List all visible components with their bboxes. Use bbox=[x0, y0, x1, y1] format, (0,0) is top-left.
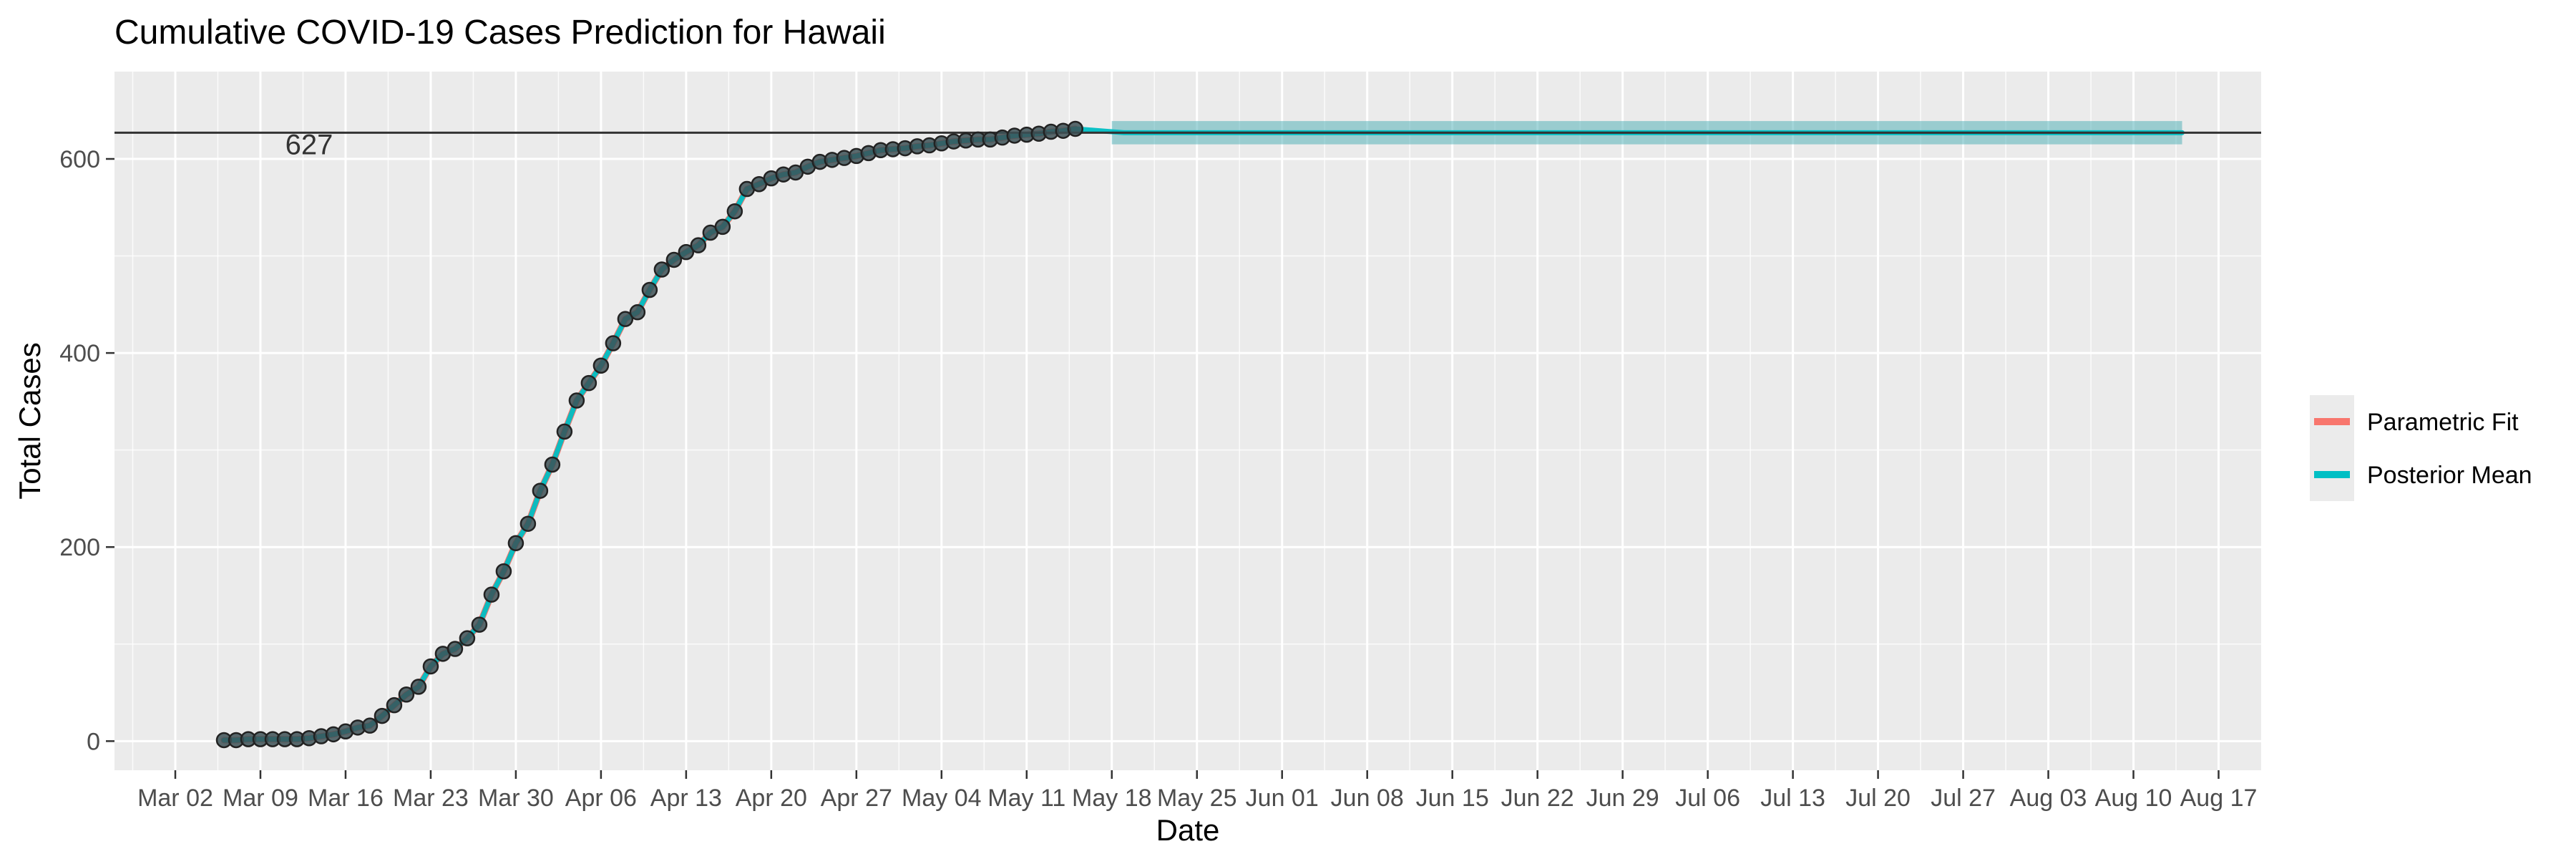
observed-point bbox=[471, 616, 488, 633]
y-tick-label: 0 bbox=[87, 728, 100, 755]
x-tick-label: Mar 02 bbox=[137, 785, 213, 812]
observed-point bbox=[617, 311, 634, 327]
x-tick-label: Jul 20 bbox=[1845, 785, 1911, 812]
reference-line-layer: 627 bbox=[114, 129, 2261, 160]
x-tick-label: Apr 13 bbox=[650, 785, 722, 812]
observed-point bbox=[665, 251, 683, 268]
observed-point bbox=[361, 717, 379, 734]
x-tick-label: Jul 27 bbox=[1931, 785, 1996, 812]
x-tick-label: Mar 23 bbox=[393, 785, 469, 812]
plot-panel bbox=[114, 72, 2261, 770]
legend-key-background bbox=[2310, 395, 2354, 501]
x-tick-label: Jun 01 bbox=[1246, 785, 1319, 812]
y-axis-title: Total Cases bbox=[13, 342, 47, 499]
observed-point bbox=[690, 237, 707, 253]
observed-point bbox=[507, 535, 525, 552]
x-tick-label: Mar 16 bbox=[308, 785, 384, 812]
chart-title: Cumulative COVID-19 Cases Prediction for… bbox=[114, 14, 886, 52]
observed-point bbox=[580, 374, 597, 392]
observed-point bbox=[678, 243, 695, 261]
axes-layer: Mar 02 Mar 09 Mar 16 Mar 23 Mar 30 Apr 06 Apr … bbox=[59, 146, 2257, 812]
x-tick-label: Aug 17 bbox=[2180, 785, 2258, 812]
observed-point bbox=[410, 679, 427, 695]
observed-point bbox=[726, 203, 743, 220]
observed-point bbox=[459, 630, 476, 646]
observed-point bbox=[447, 641, 464, 657]
observed-point bbox=[605, 335, 622, 351]
observed-point bbox=[386, 697, 403, 714]
y-tick-label: 400 bbox=[59, 340, 100, 367]
x-tick-label: May 18 bbox=[1072, 785, 1152, 812]
observed-point bbox=[556, 423, 573, 440]
observed-point bbox=[495, 563, 512, 580]
observed-point bbox=[568, 392, 585, 409]
x-tick-label: Jun 08 bbox=[1331, 785, 1404, 812]
x-tick-label: Mar 09 bbox=[223, 785, 298, 812]
x-axis-title: Date bbox=[1156, 813, 1220, 847]
x-tick-label: Apr 27 bbox=[821, 785, 892, 812]
y-tick-label: 200 bbox=[59, 534, 100, 561]
observed-point bbox=[714, 218, 731, 236]
x-tick-label: May 04 bbox=[902, 785, 982, 812]
x-tick-label: Jun 29 bbox=[1586, 785, 1659, 812]
legend: Parametric Fit Posterior Mean bbox=[2310, 395, 2532, 501]
x-tick-label: May 25 bbox=[1157, 785, 1237, 812]
x-tick-label: Mar 30 bbox=[478, 785, 554, 812]
observed-point bbox=[544, 456, 561, 473]
x-tick-label: Apr 20 bbox=[736, 785, 807, 812]
reference-line-label: 627 bbox=[286, 129, 333, 160]
legend-label: Parametric Fit bbox=[2367, 409, 2519, 436]
x-tick-label: May 11 bbox=[987, 785, 1065, 812]
grid-major bbox=[114, 72, 2261, 770]
observed-point bbox=[532, 482, 549, 499]
observed-point bbox=[592, 357, 610, 374]
observed-point bbox=[398, 686, 415, 703]
observed-point bbox=[641, 281, 658, 299]
observed-point bbox=[629, 304, 646, 321]
observed-point bbox=[422, 658, 439, 675]
x-tick-label: Jun 22 bbox=[1501, 785, 1574, 812]
observed-point bbox=[483, 586, 500, 603]
x-tick-label: Aug 10 bbox=[2095, 785, 2172, 812]
x-tick-label: Jun 15 bbox=[1416, 785, 1489, 812]
grid-minor bbox=[114, 72, 2261, 770]
x-tick-label: Aug 03 bbox=[2010, 785, 2087, 812]
observed-point bbox=[519, 515, 537, 532]
observed-point bbox=[1067, 120, 1084, 137]
x-tick-label: Jul 13 bbox=[1760, 785, 1825, 812]
observed-point bbox=[374, 707, 391, 724]
y-tick-label: 600 bbox=[59, 146, 100, 173]
x-tick-label: Apr 06 bbox=[565, 785, 637, 812]
x-tick-label: Jul 06 bbox=[1675, 785, 1740, 812]
observed-points-layer bbox=[215, 120, 1084, 749]
observed-point bbox=[653, 261, 670, 278]
legend-label: Posterior Mean bbox=[2367, 462, 2532, 489]
